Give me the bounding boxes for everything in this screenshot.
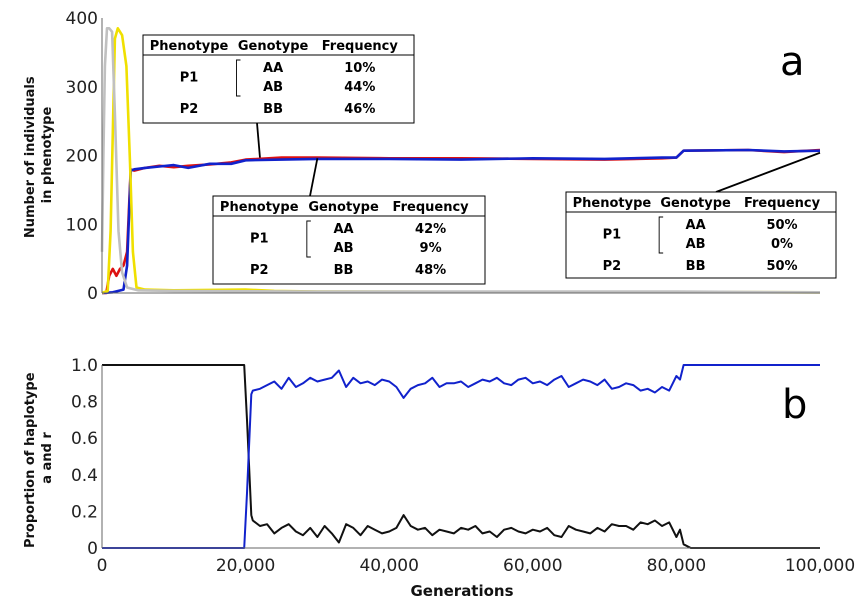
table-0-cell: 44% xyxy=(344,80,375,95)
panel-a-y-axis-label: Number of individuals in phenotype xyxy=(23,72,55,238)
table-2-frame xyxy=(565,191,837,279)
panel-b-plot-lines xyxy=(102,364,820,549)
table-0-header-cell: Phenotype xyxy=(150,39,229,54)
panel-b-y-ticks: 0 0.2 0.4 0.6 0.8 1.0 xyxy=(71,356,98,559)
panel-b-x-ticks: 0 20,000 40,000 60,000 80,000 100,000 xyxy=(97,556,856,576)
panel-a-y-tick-label: 200 xyxy=(66,147,98,167)
table-1-cell: 42% xyxy=(415,222,446,237)
panel-b-series-1-line xyxy=(102,364,820,549)
table-0-cell: P2 xyxy=(180,102,199,117)
panel-b-y-tick-label: 0.6 xyxy=(71,429,98,449)
table-0-cell: P1 xyxy=(180,71,199,86)
panel-a-tables: Phenotype Genotype Frequency P1 AA 10% AB 44% P2… xyxy=(142,34,837,285)
table-1-header-cell: Frequency xyxy=(393,200,470,215)
table-2-header-cell: Genotype xyxy=(660,196,731,211)
table-0-header-cell: Frequency xyxy=(322,39,399,54)
panel-a-y-tick-label: 0 xyxy=(87,284,98,304)
genotype-table-1: Phenotype Genotype Frequency P1 AA 42% AB 9% P2 B… xyxy=(212,195,486,285)
panel-b-y-tick-label: 0 xyxy=(87,539,98,559)
table-2-bracket xyxy=(658,216,664,254)
panel-b-x-tick-label: 20,000 xyxy=(216,556,275,576)
table-2-callout-line xyxy=(715,151,821,193)
table-2-header-cell: Phenotype xyxy=(573,196,652,211)
table-1-frame xyxy=(212,195,486,285)
table-1-bracket xyxy=(306,220,311,258)
table-2-cell: 50% xyxy=(766,218,797,233)
genotype-table-2: Phenotype Genotype Frequency P1 AA 50% AB 0% P2 B… xyxy=(565,191,837,279)
table-1-header-cell: Genotype xyxy=(308,200,379,215)
table-2-cell: 0% xyxy=(771,237,793,252)
panel-b-letter: b xyxy=(782,382,807,428)
panel-a-plot-lines xyxy=(100,27,821,295)
panel-b: 0 0.2 0.4 0.6 0.8 1.0 0 20,000 40,000 60,000 80,0… xyxy=(23,356,855,600)
table-2-header-cell: Frequency xyxy=(744,196,821,211)
panel-b-x-tick-label: 40,000 xyxy=(359,556,418,576)
panel-b-series-0-line xyxy=(102,364,820,549)
panel-a-y-tick-label: 300 xyxy=(66,78,98,98)
table-1-cell: BB xyxy=(334,263,354,278)
panel-a-y-ticks: 0 100 200 300 400 xyxy=(66,9,98,304)
table-1-cell: P1 xyxy=(250,232,269,247)
table-1-cell: AB xyxy=(334,241,354,256)
panel-a-series-3-line xyxy=(100,27,821,294)
table-0-cell: 46% xyxy=(344,102,375,117)
table-0-header-cell: Genotype xyxy=(238,39,309,54)
table-2-cell: 50% xyxy=(766,259,797,274)
table-2-cell: AA xyxy=(686,218,706,233)
panel-b-y-tick-label: 0.2 xyxy=(71,502,98,522)
table-0-cell: AA xyxy=(263,61,283,76)
table-1-cell: 9% xyxy=(420,241,442,256)
panel-a-letter: a xyxy=(780,39,805,85)
panel-b-y-tick-label: 1.0 xyxy=(71,356,98,376)
table-2-cell: P1 xyxy=(603,228,622,243)
panel-a-callouts xyxy=(256,122,821,197)
panel-b-y-tick-label: 0.4 xyxy=(71,466,98,486)
genotype-table-0: Phenotype Genotype Frequency P1 AA 10% AB 44% P2… xyxy=(142,34,415,124)
panel-b-x-tick-label: 60,000 xyxy=(503,556,562,576)
table-2-cell: BB xyxy=(686,259,706,274)
panel-b-y-axis-label: Proportion of haplotype a and r xyxy=(23,368,55,548)
panel-b-x-tick-label: 80,000 xyxy=(647,556,706,576)
table-1-cell: P2 xyxy=(250,263,269,278)
table-2-cell: AB xyxy=(686,237,706,252)
panel-a-y-tick-label: 400 xyxy=(66,9,98,29)
table-0-cell: 10% xyxy=(344,61,375,76)
table-1-callout-line xyxy=(309,158,319,197)
table-1-header-cell: Phenotype xyxy=(220,200,299,215)
panel-b-y-tick-label: 0.8 xyxy=(71,393,98,413)
panel-b-x-tick-label: 0 xyxy=(97,556,108,576)
table-0-bracket xyxy=(236,59,241,97)
table-1-cell: 48% xyxy=(415,263,446,278)
panel-a-axes xyxy=(101,18,820,294)
panel-b-x-axis-label: Generations xyxy=(410,582,513,600)
table-1-cell: AA xyxy=(333,222,353,237)
table-2-cell: P2 xyxy=(603,259,622,274)
table-0-cell: AB xyxy=(263,80,283,95)
panel-a: 0 100 200 300 400 Number of individuals in p… xyxy=(23,9,837,304)
panel-b-axes xyxy=(101,365,820,549)
table-0-frame xyxy=(142,34,415,124)
panel-a-y-tick-label: 100 xyxy=(66,215,98,235)
panel-b-x-tick-label: 100,000 xyxy=(785,556,855,576)
table-0-cell: BB xyxy=(263,102,283,117)
table-0-callout-line xyxy=(256,122,261,158)
